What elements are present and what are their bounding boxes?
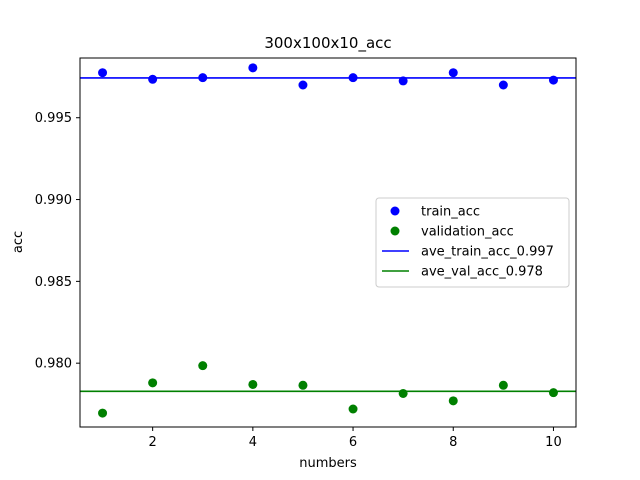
- point-validation-acc: [398, 388, 408, 398]
- point-validation-acc: [498, 380, 508, 390]
- y-tick-label: 0.980: [35, 357, 72, 372]
- legend-dot-marker: [390, 226, 400, 236]
- point-validation-acc: [98, 408, 108, 418]
- x-tick-label: 10: [545, 435, 562, 450]
- legend-label: ave_val_acc_0.978: [421, 265, 543, 280]
- point-validation-acc: [298, 380, 308, 390]
- point-validation-acc: [448, 396, 458, 406]
- y-tick-label: 0.995: [35, 111, 72, 126]
- x-tick-label: 2: [149, 435, 157, 450]
- point-train-acc: [498, 80, 508, 90]
- point-validation-acc: [148, 378, 158, 388]
- point-train-acc: [548, 75, 558, 85]
- point-train-acc: [98, 68, 108, 78]
- point-train-acc: [448, 68, 458, 78]
- plot-area: [80, 63, 576, 418]
- y-axis-title: acc: [11, 231, 26, 253]
- point-train-acc: [298, 80, 308, 90]
- point-validation-acc: [248, 379, 258, 389]
- x-tick-label: 8: [449, 435, 457, 450]
- chart-title: 300x100x10_acc: [264, 34, 391, 53]
- point-validation-acc: [198, 361, 208, 371]
- plot-frame: [79, 57, 577, 428]
- x-axis-title: numbers: [299, 456, 357, 471]
- point-train-acc: [248, 63, 258, 73]
- legend-label: ave_train_acc_0.997: [421, 245, 554, 260]
- x-tick-label: 6: [349, 435, 357, 450]
- legend-box: [375, 197, 570, 288]
- y-tick-label: 0.985: [35, 275, 72, 290]
- point-train-acc: [148, 74, 158, 84]
- legend: train_acc validation_acc ave_train_acc_0.9…: [375, 197, 570, 288]
- legend-label: validation_acc: [421, 225, 514, 240]
- point-validation-acc: [548, 388, 558, 398]
- axes: 2 4 6 8 10 0.980 0.985 0.990 0.995: [35, 57, 577, 450]
- legend-label: train_acc: [421, 205, 480, 220]
- y-tick-label: 0.990: [35, 193, 72, 208]
- x-tick-label: 4: [249, 435, 257, 450]
- plot-marks: [80, 63, 576, 418]
- legend-dot-marker: [390, 206, 400, 216]
- point-validation-acc: [348, 404, 358, 414]
